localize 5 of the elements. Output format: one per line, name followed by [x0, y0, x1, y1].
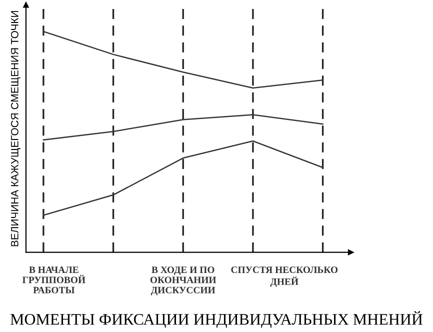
text: В НАЧАЛЕ ГРУППОВОЙ РАБОТЫ [22, 266, 86, 294]
y-axis-title: ВЕЛИЧИНА КАЖУЩЕГОСЯ СМЕЩЕНИЯ ТОЧКИ [10, 11, 20, 246]
text: В ХОДЕ И ПО ОКОНЧАНИИ ДИСКУССИИ [150, 266, 216, 296]
text: СПУСТЯ НЕСКОЛЬКО ДНЕЙ [231, 266, 338, 287]
x-axis-title: МОМЕНТЫ ФИКСАЦИИ ИНДИВИДУАЛЬНЫХ МНЕНИЙ [10, 311, 423, 328]
